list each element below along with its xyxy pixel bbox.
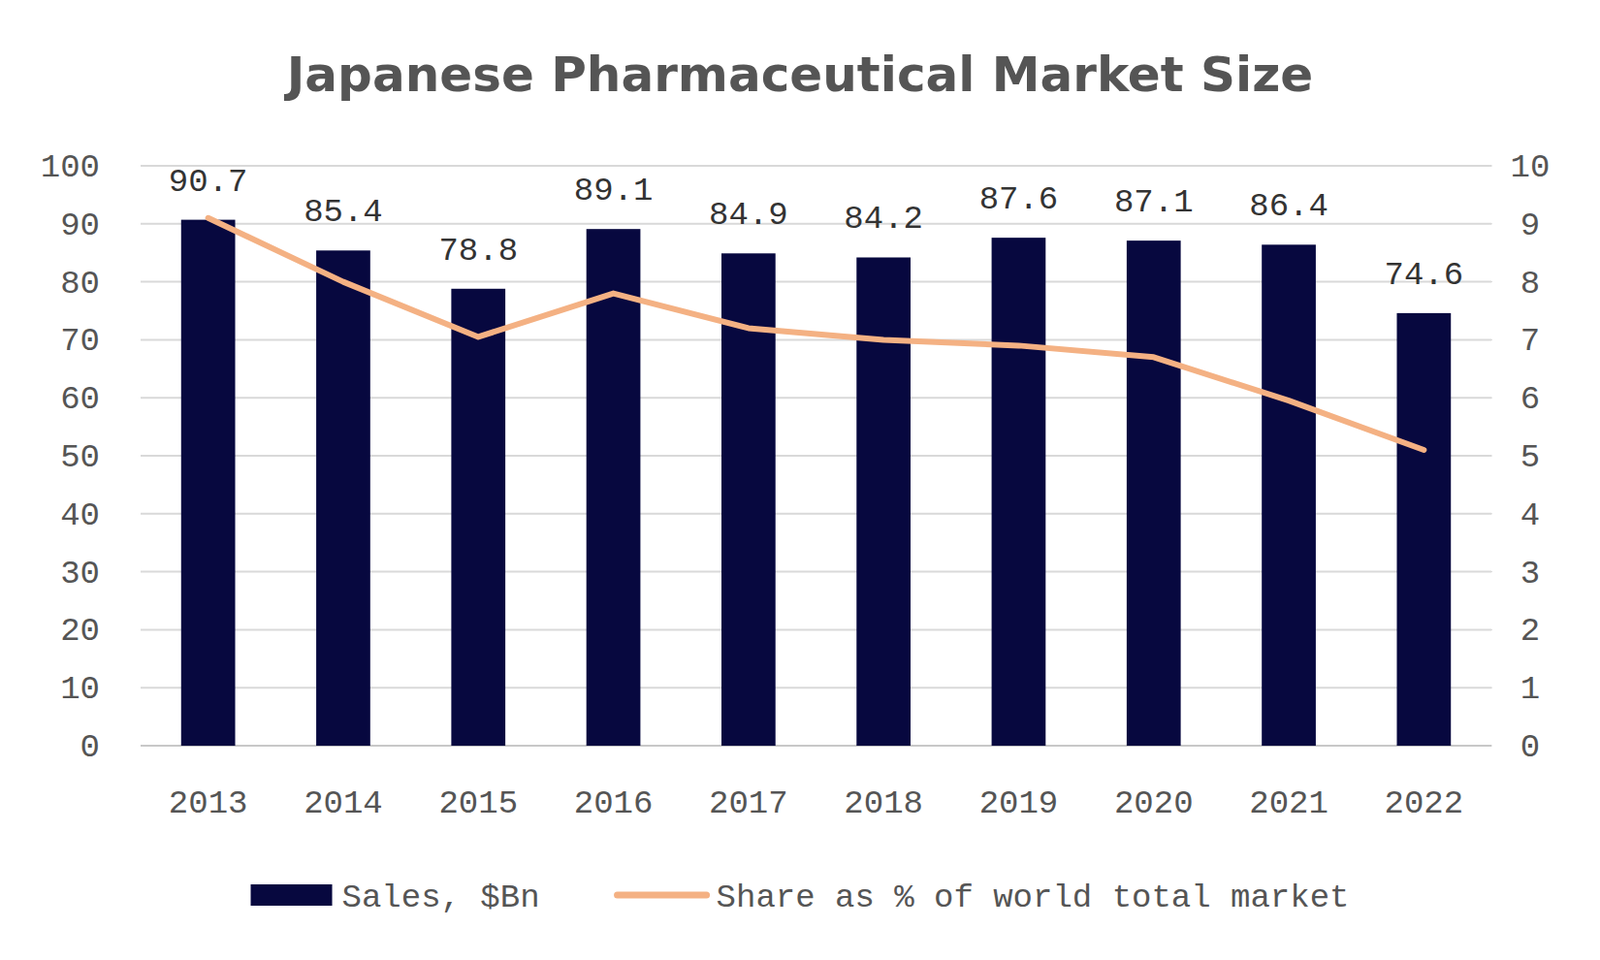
data-label: 84.2 — [843, 200, 924, 238]
y2-tick — [1491, 165, 1493, 167]
x-tick-label: 2013 — [168, 785, 249, 823]
x-tick-label: 2019 — [979, 785, 1059, 823]
y2-tick-label: 1 — [1520, 671, 1540, 708]
bar — [181, 220, 236, 746]
bar — [992, 237, 1047, 746]
data-label: 85.4 — [303, 193, 384, 231]
grid-line — [140, 164, 1492, 167]
x-tick-label: 2022 — [1384, 785, 1465, 823]
y-tick-label: 40 — [60, 497, 100, 535]
data-label: 78.8 — [438, 232, 518, 270]
legend-swatch — [251, 884, 333, 906]
y2-tick — [1491, 223, 1493, 224]
data-label: 86.4 — [1248, 188, 1329, 225]
y-tick-label: 100 — [40, 149, 100, 187]
y2-tick-label: 9 — [1520, 207, 1540, 245]
bar — [856, 256, 911, 746]
title: Japanese Pharmaceutical Market Size — [284, 46, 1314, 103]
y2-tick-label: 5 — [1520, 439, 1540, 477]
y2-tick-label: 10 — [1510, 149, 1551, 187]
data-label: 74.6 — [1384, 256, 1465, 294]
bar — [1396, 313, 1451, 746]
data-label: 84.9 — [708, 196, 789, 234]
y2-tick-label: 6 — [1520, 381, 1540, 418]
y2-tick-label: 8 — [1520, 265, 1540, 303]
y2-tick — [1491, 512, 1493, 514]
data-label: 87.1 — [1114, 184, 1194, 222]
x-tick-label: 2017 — [708, 785, 789, 823]
legend: Sales, $Bn Share as % of world total mark… — [251, 879, 1350, 917]
y2-tick — [1491, 339, 1493, 341]
bar — [316, 250, 371, 746]
x-tick-label: 2015 — [438, 785, 518, 823]
y2-tick — [1491, 629, 1493, 631]
y2-tick-label: 0 — [1520, 729, 1540, 767]
y2-tick — [1491, 281, 1493, 283]
x-tick-label: 2014 — [303, 785, 384, 823]
chart: Japanese Pharmaceutical Market Size01020… — [0, 0, 1600, 960]
line — [208, 218, 1425, 450]
y2-tick — [1491, 571, 1493, 573]
bar — [450, 288, 506, 746]
y-tick-label: 20 — [60, 612, 100, 650]
bar — [1126, 240, 1182, 746]
x-tick-label: 2018 — [843, 785, 924, 823]
y2-tick-label: 7 — [1520, 322, 1540, 360]
y-tick-label: 10 — [60, 671, 100, 708]
legend-swatch — [617, 892, 707, 899]
y2-tick-label: 3 — [1520, 555, 1540, 593]
legend-label: Share as % of world total market — [716, 879, 1350, 917]
y-tick-label: 30 — [60, 555, 100, 593]
marks — [181, 218, 1451, 746]
y2-tick — [1491, 455, 1493, 457]
x-tick-label: 2021 — [1248, 785, 1329, 823]
data-label: 89.1 — [574, 172, 654, 210]
legend-label: Sales, $Bn — [342, 879, 541, 917]
x-tick-label: 2020 — [1114, 785, 1194, 823]
background — [0, 0, 1600, 960]
y-tick-label: 60 — [60, 381, 100, 418]
bar — [586, 228, 641, 746]
y-tick-label: 70 — [60, 322, 100, 360]
y-tick-label: 50 — [60, 439, 100, 477]
y2-tick-label: 2 — [1520, 612, 1540, 650]
y2-tick — [1491, 687, 1493, 689]
bar — [1261, 244, 1316, 746]
x-tick-label: 2016 — [574, 785, 654, 823]
y2-tick — [1491, 745, 1493, 747]
y2-tick-label: 4 — [1520, 497, 1540, 535]
data-label: 90.7 — [168, 163, 249, 201]
y2-tick — [1491, 397, 1493, 399]
y-tick-label: 90 — [60, 207, 100, 245]
data-labels: 90.7 85.4 78.8 89.1 84.9 84.2 87.6 87.1 86.4 74.6 — [168, 163, 1464, 294]
y-tick-label: 0 — [80, 729, 100, 767]
y-tick-label: 80 — [60, 265, 100, 303]
data-label: 87.6 — [979, 181, 1059, 219]
